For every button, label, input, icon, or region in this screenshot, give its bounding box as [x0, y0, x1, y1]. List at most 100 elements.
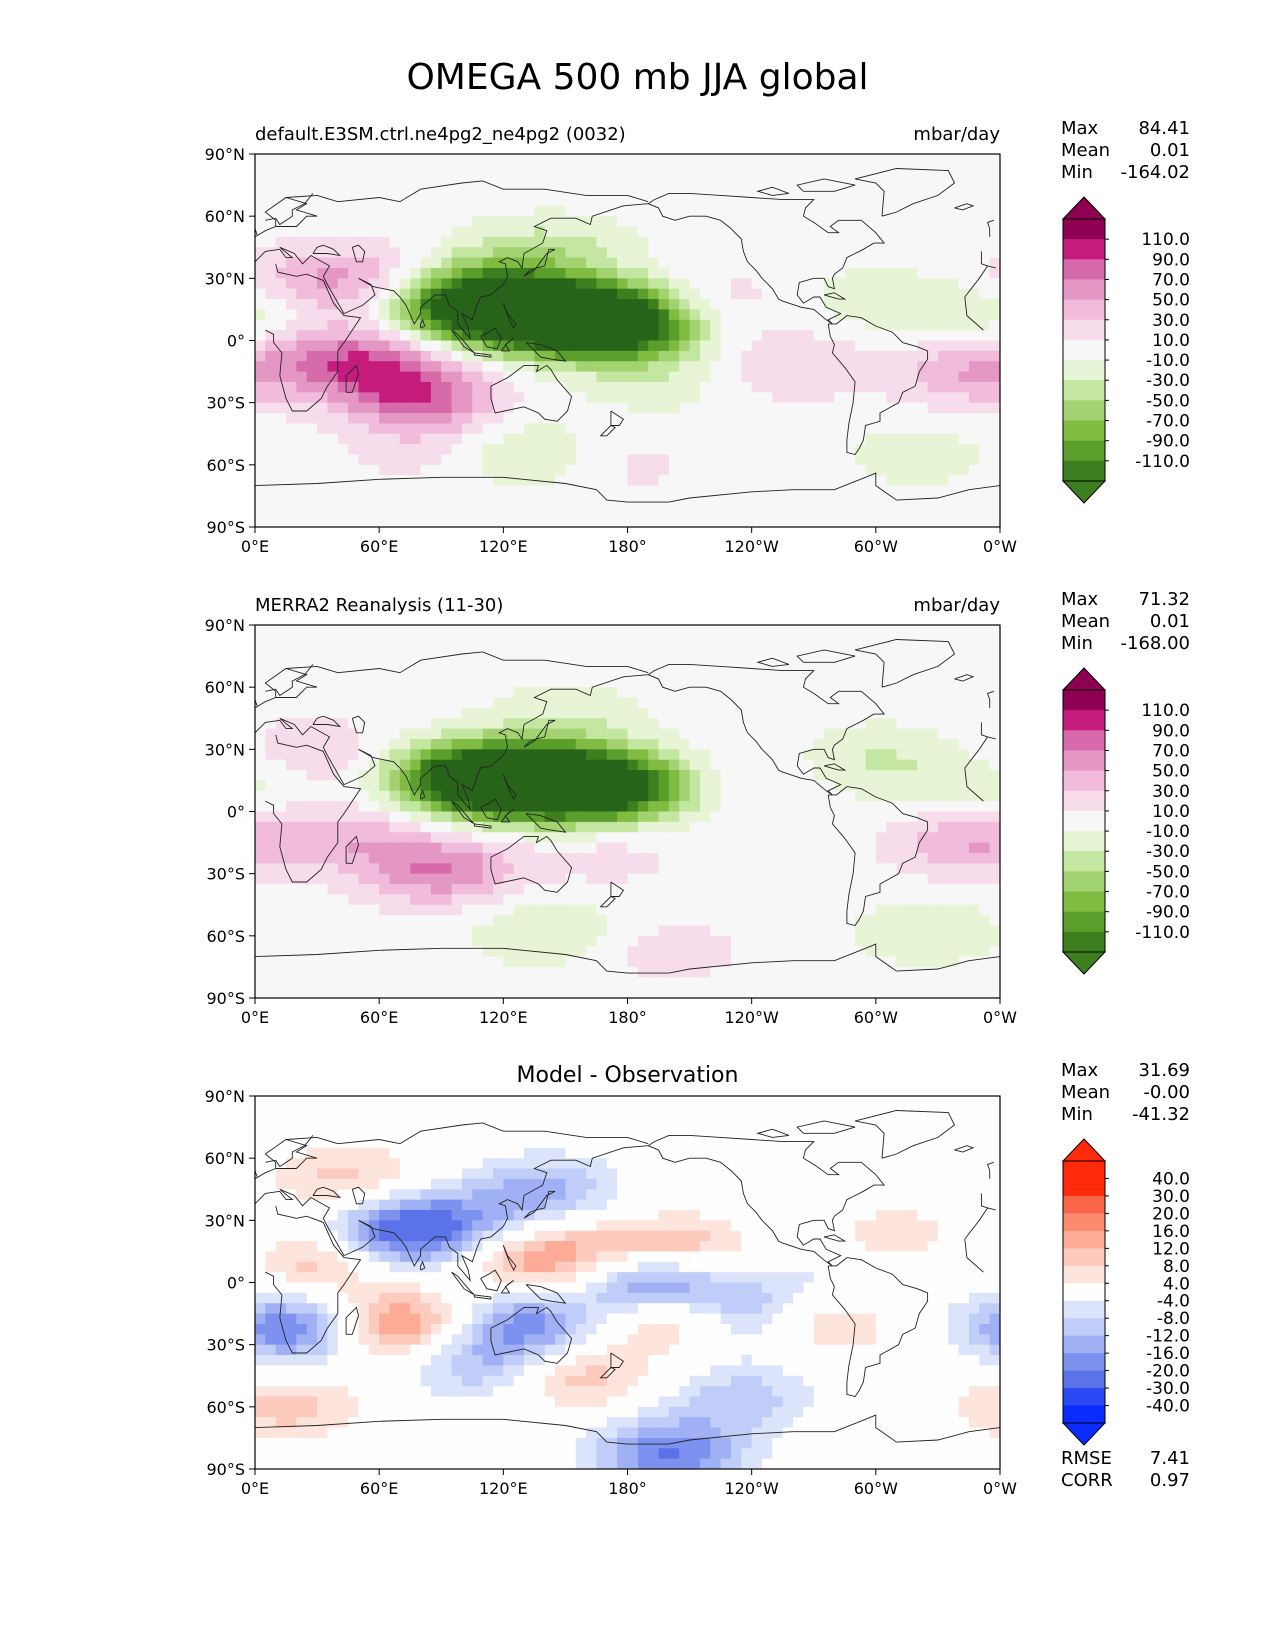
- coastline: [599, 1367, 616, 1379]
- lat-tick-label: 90°S: [206, 989, 245, 1008]
- coastline: [610, 410, 625, 426]
- colorbar-label: 10.0: [1152, 802, 1190, 822]
- stat-label: Mean: [1061, 140, 1110, 161]
- colorbar-swatch: [1063, 750, 1105, 772]
- stat-value: 84.41: [1138, 118, 1190, 139]
- colorbar-label: -30.0: [1146, 842, 1190, 862]
- coastline: [964, 296, 984, 331]
- coastline: [265, 734, 362, 883]
- coastline: [473, 352, 492, 358]
- coastline: [265, 664, 314, 697]
- colorbar-label: -70.0: [1146, 412, 1190, 432]
- stat-label: Mean: [1061, 1082, 1110, 1103]
- coastline: [500, 809, 514, 823]
- coastline: [473, 1294, 492, 1300]
- figure-title: OMEGA 500 mb JJA global: [406, 57, 869, 98]
- colorbar-frame: [1062, 218, 1106, 482]
- colorbar-swatch: [1063, 891, 1105, 913]
- colorbar-extend-max: [1061, 667, 1107, 691]
- panel-units: mbar/day: [913, 595, 1000, 616]
- coastline: [451, 800, 475, 825]
- colorbar-swatch: [1063, 1335, 1105, 1354]
- coastline: [312, 1186, 342, 1199]
- colorbar-swatch: [1063, 1265, 1105, 1284]
- colorbar: 110.090.070.050.030.010.0-10.0-30.0-50.0…: [1061, 667, 1190, 975]
- colorbar-extend-max: [1061, 196, 1107, 220]
- coastline: [756, 657, 790, 667]
- lon-tick-label: 180°: [608, 1479, 647, 1498]
- stat-value: 0.01: [1150, 140, 1190, 161]
- coastline: [823, 292, 847, 300]
- coastline: [610, 881, 625, 897]
- colorbar-swatch: [1063, 710, 1105, 731]
- coastline: [525, 813, 567, 833]
- coastline: [255, 203, 649, 340]
- coastline: [823, 763, 847, 771]
- colorbar-label: 30.0: [1152, 782, 1190, 802]
- lon-tick-label: 120°W: [724, 1479, 779, 1498]
- lat-tick-label: 60°S: [206, 927, 245, 946]
- colorbar-extend-min: [1061, 951, 1107, 975]
- colorbar-label: 50.0: [1152, 291, 1190, 311]
- lat-tick-label: 30°N: [205, 740, 245, 759]
- stat-label: Max: [1061, 589, 1099, 610]
- colorbar-swatch: [1063, 440, 1105, 462]
- panel-title-center: Model - Observation: [517, 1063, 739, 1088]
- coastline: [599, 896, 616, 908]
- colorbar-label: 4.0: [1163, 1274, 1190, 1294]
- coastline: [255, 651, 649, 709]
- stat-label: RMSE: [1061, 1448, 1112, 1469]
- colorbar-swatch: [1063, 1230, 1105, 1249]
- coastline: [255, 943, 1000, 974]
- colorbar-label: -20.0: [1146, 1362, 1190, 1382]
- coastline: [854, 168, 956, 217]
- colorbar-label: 10.0: [1152, 331, 1190, 351]
- colorbar-label: 70.0: [1152, 741, 1190, 761]
- coastline: [490, 364, 573, 422]
- coastline: [500, 338, 514, 352]
- stat-value: 0.97: [1150, 1470, 1190, 1491]
- stat-label: Min: [1061, 633, 1093, 654]
- lat-tick-label: 0°: [227, 332, 245, 351]
- coastline: [954, 674, 975, 682]
- colorbar-frame: [1062, 689, 1106, 953]
- lon-tick-label: 120°W: [724, 1008, 779, 1027]
- panel-title-left: default.E3SM.ctrl.ne4pg2_ne4pg2 (0032): [255, 124, 626, 145]
- coastline: [480, 327, 502, 350]
- coastline: [964, 1238, 984, 1273]
- panel-1: 90°N 60°N 30°N 0° 30°S 60°S 90°S0°E 60°E 120°E 18…: [205, 118, 1190, 556]
- lat-tick-label: 90°S: [206, 518, 245, 537]
- lon-tick-label: 120°E: [479, 1479, 528, 1498]
- lon-tick-label: 180°: [608, 537, 647, 556]
- coastline: [796, 178, 856, 192]
- coastline: [647, 192, 886, 325]
- colorbar-label: -10.0: [1146, 351, 1190, 371]
- colorbar-swatch: [1063, 1318, 1105, 1337]
- colorbar-swatch: [1063, 1248, 1105, 1267]
- colorbar-label: -70.0: [1146, 883, 1190, 903]
- lon-tick-label: 120°W: [724, 537, 779, 556]
- colorbar: 110.090.070.050.030.010.0-10.0-30.0-50.0…: [1061, 196, 1190, 504]
- lat-tick-label: 30°S: [206, 1336, 245, 1355]
- colorbar-label: -8.0: [1157, 1309, 1190, 1329]
- coastline: [502, 303, 517, 330]
- coastline: [987, 690, 994, 708]
- colorbar-swatch: [1063, 420, 1105, 442]
- colorbar-swatch: [1063, 911, 1105, 933]
- colorbar-swatch: [1063, 380, 1105, 401]
- lon-tick-label: 120°E: [479, 1008, 528, 1027]
- colorbar-swatch: [1063, 770, 1105, 792]
- colorbar-label: -90.0: [1146, 903, 1190, 923]
- colorbar-swatch: [1063, 1283, 1105, 1302]
- colorbar-swatch: [1063, 690, 1105, 711]
- colorbar-label: -40.0: [1146, 1397, 1190, 1417]
- coastline: [451, 1271, 475, 1296]
- colorbar-label: -30.0: [1146, 371, 1190, 391]
- coastline: [987, 1161, 994, 1179]
- coastline: [490, 1306, 573, 1364]
- panel-3: 90°N 60°N 30°N 0° 30°S 60°S 90°S0°E 60°E 120°E 18…: [205, 1060, 1190, 1498]
- coastline: [345, 835, 359, 864]
- coastline: [954, 1145, 975, 1153]
- coastline: [756, 1128, 790, 1138]
